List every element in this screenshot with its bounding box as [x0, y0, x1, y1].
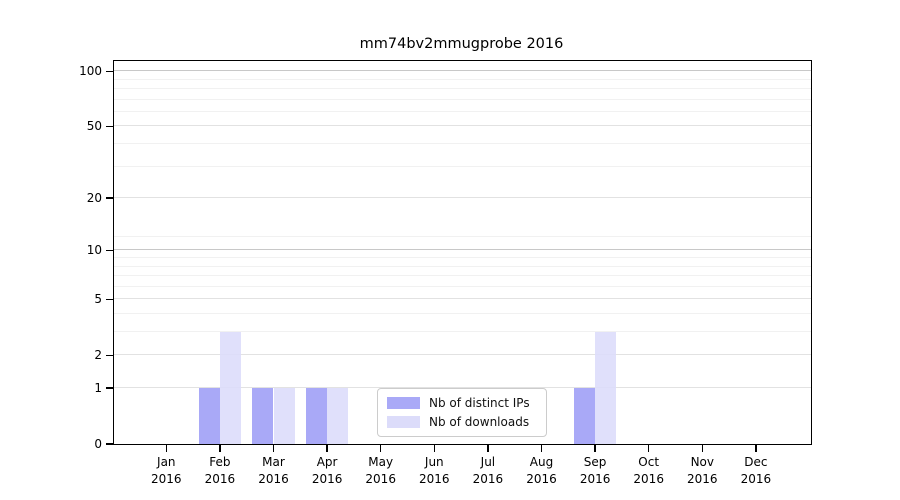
x-tick-label: Jul 2016	[472, 455, 504, 487]
minor-gridline	[114, 165, 811, 167]
minor-gridline	[114, 98, 811, 100]
minor-gridline	[114, 313, 811, 314]
x-tick-label: Jan 2016	[151, 455, 182, 487]
gridline	[114, 354, 811, 356]
minor-gridline	[114, 78, 811, 80]
gridline	[114, 197, 811, 199]
bar-downloads-feb	[219, 332, 242, 444]
minor-gridline	[114, 235, 811, 237]
bar-distinct-ips-feb	[198, 388, 220, 444]
y-tick-mark	[106, 443, 113, 445]
x-tick-label: Dec 2016	[740, 455, 772, 487]
x-tick-label: Sep 2016	[579, 455, 611, 487]
minor-gridline	[114, 257, 811, 259]
gridline	[114, 70, 811, 72]
x-tick-mark	[272, 445, 275, 452]
x-tick-label: Feb 2016	[204, 455, 236, 487]
x-tick-mark	[540, 445, 543, 452]
gridline	[114, 298, 811, 300]
gridline	[114, 125, 811, 127]
y-tick-mark	[106, 387, 113, 389]
y-tick-label: 1	[94, 381, 102, 396]
x-tick-mark	[165, 445, 167, 452]
gridline	[114, 249, 811, 251]
bar-downloads-sep	[595, 332, 617, 444]
minor-gridline	[114, 88, 811, 90]
gridline	[114, 387, 811, 389]
x-tick-label: Jun 2016	[419, 455, 450, 487]
y-tick-label: 2	[94, 348, 102, 363]
x-tick-mark	[594, 445, 596, 452]
x-tick-mark	[219, 445, 221, 452]
bar-downloads-apr	[327, 388, 349, 444]
x-tick-label: Aug 2016	[526, 455, 557, 487]
minor-gridline	[114, 331, 811, 333]
legend-swatch-distinct-ips	[387, 397, 420, 409]
y-tick-label: 20	[86, 191, 102, 206]
bar-downloads-mar	[273, 388, 295, 444]
minor-gridline	[114, 265, 811, 267]
minor-gridline	[114, 110, 811, 112]
legend-label-downloads: Nb of downloads	[429, 415, 530, 429]
bar-distinct-ips-mar	[252, 388, 274, 444]
plot-area: Nb of distinct IPs Nb of downloads 0 1 2 5 1…	[79, 60, 812, 486]
y-tick-label: 10	[86, 243, 102, 258]
x-tick-mark	[487, 445, 489, 452]
minor-gridline	[114, 143, 811, 145]
y-tick-mark	[106, 298, 113, 300]
x-tick-label: May 2016	[365, 455, 396, 487]
x-tick-mark	[701, 445, 703, 452]
x-tick-mark	[647, 445, 650, 452]
y-tick-mark	[106, 249, 113, 252]
x-tick-mark	[433, 445, 435, 452]
x-tick-label: Oct 2016	[633, 455, 664, 487]
x-tick-mark	[326, 445, 328, 452]
x-tick-mark	[755, 445, 757, 452]
x-tick-label: Mar 2016	[258, 455, 289, 487]
y-tick-label: 100	[79, 64, 102, 79]
minor-gridline	[114, 285, 811, 287]
x-tick-mark	[380, 445, 382, 452]
legend-row-distinct-ips: Nb of distinct IPs	[387, 396, 536, 410]
legend-row-downloads: Nb of downloads	[387, 415, 536, 429]
y-tick-mark	[106, 125, 113, 128]
legend: Nb of distinct IPs Nb of downloads	[377, 388, 547, 437]
chart-title: mm74bv2mmugprobe 2016	[359, 36, 564, 52]
legend-swatch-downloads	[387, 416, 420, 428]
x-tick-label: Apr 2016	[311, 455, 343, 487]
y-tick-label: 5	[94, 292, 102, 307]
y-tick-label: 0	[94, 437, 102, 451]
bar-distinct-ips-apr	[305, 388, 328, 444]
x-tick-label: Nov 2016	[687, 455, 718, 487]
minor-gridline	[114, 275, 811, 277]
bar-distinct-ips-sep	[573, 388, 596, 444]
y-tick-mark	[106, 354, 113, 356]
y-tick-label: 50	[86, 119, 102, 134]
y-tick-mark	[106, 197, 113, 199]
legend-label-distinct-ips: Nb of distinct IPs	[429, 396, 530, 410]
y-tick-mark	[106, 70, 113, 72]
